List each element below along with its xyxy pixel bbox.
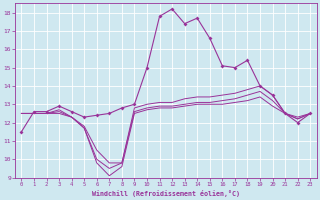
X-axis label: Windchill (Refroidissement éolien,°C): Windchill (Refroidissement éolien,°C) (92, 190, 240, 197)
